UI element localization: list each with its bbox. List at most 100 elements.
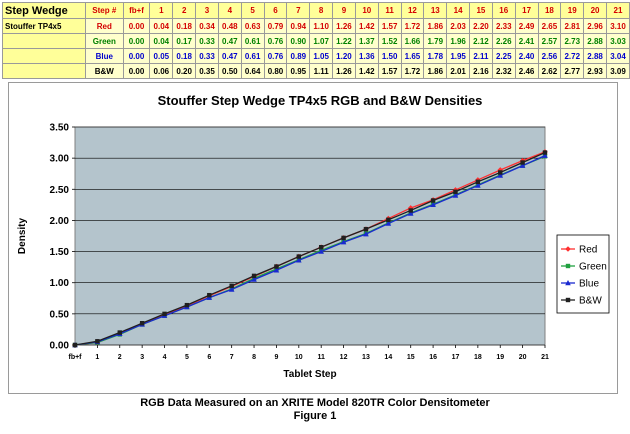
table-filler-cell bbox=[1, 48, 87, 64]
table-cell: 2.25 bbox=[491, 48, 516, 64]
x-tick-label: fb+f bbox=[68, 354, 82, 361]
table-cell: 1.72 bbox=[400, 18, 425, 34]
step-header-cell: 16 bbox=[491, 2, 516, 19]
series-line-b-w bbox=[74, 151, 546, 346]
table-cell: 1.05 bbox=[309, 48, 334, 64]
table-cell: 0.20 bbox=[172, 63, 197, 79]
table-cell: 0.48 bbox=[217, 18, 242, 34]
data-point-b-w bbox=[95, 339, 100, 344]
table-cell: 0.61 bbox=[240, 33, 265, 49]
row-label: Green bbox=[85, 33, 124, 49]
table-cell: 1.86 bbox=[423, 63, 448, 79]
x-tick-label: 11 bbox=[317, 354, 325, 361]
data-point-b-w bbox=[162, 311, 167, 317]
table-cell: 1.37 bbox=[354, 33, 379, 49]
table-cell: 2.88 bbox=[583, 33, 607, 49]
y-tick-label: 3.50 bbox=[50, 123, 70, 134]
data-point-blue bbox=[296, 257, 302, 263]
step-header-cell: 10 bbox=[354, 2, 379, 19]
data-point-b-w bbox=[274, 264, 279, 269]
table-cell: 1.79 bbox=[423, 33, 448, 49]
table-cell: 2.33 bbox=[491, 18, 516, 34]
x-tick-label: 1 bbox=[95, 354, 99, 361]
table-cell: 0.61 bbox=[240, 48, 265, 64]
data-point-blue bbox=[273, 267, 280, 273]
table-cell: 3.04 bbox=[605, 48, 630, 64]
table-cell: 2.03 bbox=[446, 18, 471, 34]
table-cell: 0.05 bbox=[149, 48, 174, 64]
data-point-b-w bbox=[386, 217, 391, 223]
table-row: Green 0.00 0.04 0.17 0.33 0.47 0.61 0.76 0.90 1.0… bbox=[1, 33, 630, 49]
density-chart: Stouffer Step Wedge TP4x5 RGB and B&W De… bbox=[17, 93, 610, 380]
table-cell: 0.76 bbox=[263, 33, 288, 49]
legend-label-red: Red bbox=[579, 245, 597, 256]
caption-figure: Figure 1 bbox=[293, 410, 337, 422]
data-point-b-w bbox=[296, 254, 302, 259]
table-cell: 1.57 bbox=[377, 63, 402, 79]
x-tick-label: 4 bbox=[163, 354, 167, 361]
step-header-cell: 5 bbox=[240, 2, 265, 19]
x-axis-label: Tablet Step bbox=[283, 369, 336, 380]
table-cell: 2.12 bbox=[469, 33, 493, 49]
x-tick-label: 13 bbox=[362, 354, 370, 361]
legend-label-green: Green bbox=[579, 262, 607, 273]
table-cell: 0.33 bbox=[195, 48, 219, 64]
x-tick-label: 2 bbox=[118, 354, 122, 361]
step-header-cell: 12 bbox=[400, 2, 425, 19]
table-cell: 1.36 bbox=[354, 48, 379, 64]
data-point-b-w bbox=[475, 179, 481, 185]
data-point-blue bbox=[542, 152, 548, 158]
table-cell: 0.89 bbox=[286, 48, 311, 64]
table-cell: 2.77 bbox=[560, 63, 585, 79]
data-point-b-w bbox=[207, 292, 212, 298]
data-point-blue bbox=[519, 162, 526, 168]
chart-title: Stouffer Step Wedge TP4x5 RGB and B&W De… bbox=[158, 93, 483, 108]
step-header-cell: 1 bbox=[149, 2, 174, 19]
legend-label-blue: Blue bbox=[579, 279, 599, 290]
data-point-b-w bbox=[408, 208, 413, 213]
data-point-b-w bbox=[117, 330, 122, 335]
table-cell: 0.00 bbox=[122, 33, 151, 49]
table-cell: 1.95 bbox=[446, 48, 471, 64]
table-cell: 1.26 bbox=[332, 18, 356, 34]
step-header-cell: 17 bbox=[514, 2, 539, 19]
table-header-row: Step Wedge Step # fb+f 1 2 3 4 5 6 7 8 9 10 11 12 13 14 1… bbox=[1, 2, 630, 19]
data-point-blue bbox=[363, 231, 369, 237]
step-header-cell: 3 bbox=[195, 2, 219, 19]
legend-label-b-w: B&W bbox=[579, 296, 602, 307]
step-header-cell: 11 bbox=[377, 2, 402, 19]
table-cell: 1.20 bbox=[332, 48, 356, 64]
table-cell: 2.72 bbox=[560, 48, 585, 64]
data-point-b-w bbox=[341, 235, 346, 241]
data-point-b-w bbox=[498, 170, 503, 175]
data-point-b-w bbox=[520, 160, 525, 165]
x-tick-label: 21 bbox=[541, 354, 549, 361]
data-point-b-w bbox=[363, 226, 369, 232]
table-cell: 0.17 bbox=[172, 33, 197, 49]
data-point-blue bbox=[385, 220, 392, 226]
table-cell: 0.06 bbox=[149, 63, 174, 79]
table-cell: 3.03 bbox=[605, 33, 630, 49]
step-header-cell: 7 bbox=[286, 2, 311, 19]
table-cell: 1.42 bbox=[354, 18, 379, 34]
table-cell: 2.46 bbox=[514, 63, 539, 79]
x-tick-label: 8 bbox=[252, 354, 256, 361]
caption-line1: RGB Data Measured on an XRITE Model 820T… bbox=[140, 397, 490, 409]
table-cell: 0.00 bbox=[122, 63, 151, 79]
table-cell: 0.95 bbox=[286, 63, 311, 79]
table-cell: 2.40 bbox=[514, 48, 539, 64]
table-cell: 1.78 bbox=[423, 48, 448, 64]
table-cell: 0.64 bbox=[240, 63, 265, 79]
table-cell: 2.49 bbox=[514, 18, 539, 34]
table-filler-cell bbox=[1, 33, 87, 49]
legend-marker-b-w bbox=[565, 297, 571, 303]
table-cell: 2.16 bbox=[469, 63, 493, 79]
table-row: Stouffer TP4x5 Red 0.00 0.04 0.18 0.34 0.48 0.6… bbox=[1, 18, 630, 34]
table-cell: 2.11 bbox=[469, 48, 493, 64]
y-tick-label: 2.50 bbox=[50, 185, 70, 196]
data-point-b-w bbox=[229, 283, 234, 289]
table-title: Step Wedge bbox=[1, 2, 87, 19]
x-tick-label: 12 bbox=[340, 354, 348, 361]
table-cell: 1.72 bbox=[400, 63, 425, 79]
step-header-cell: fb+f bbox=[122, 2, 151, 19]
